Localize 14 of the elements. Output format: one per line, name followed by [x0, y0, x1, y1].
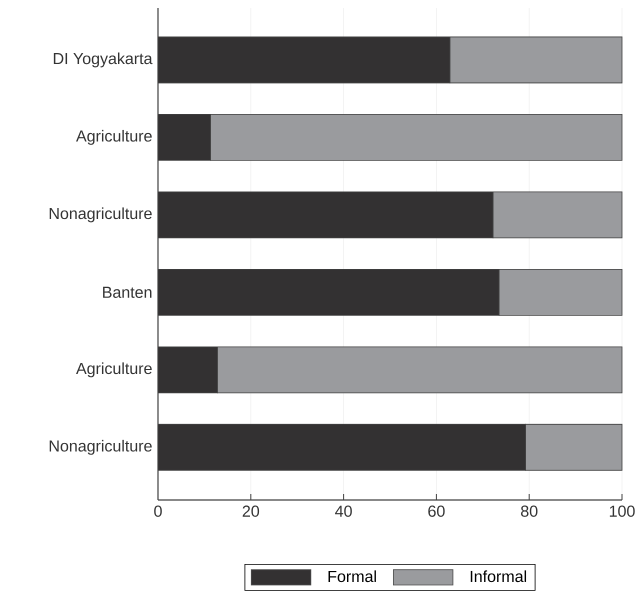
y-tick-label: Nonagriculture	[50, 207, 152, 222]
x-tick-label: 20	[242, 506, 260, 517]
y-tick-label: Agriculture	[76, 130, 152, 145]
y-tick-label: Agriculture	[76, 362, 152, 378]
y-tick-label: Banten	[103, 286, 152, 298]
x-tick-label: 100	[610, 506, 635, 517]
y-tick-label: Nonagriculture	[50, 440, 152, 455]
y-tick-label: DI Yogyakarta	[54, 52, 152, 68]
legend-label: Formal	[328, 570, 376, 582]
legend-label: Informal	[470, 570, 526, 582]
x-tick-label: 0	[154, 506, 162, 517]
x-tick-label: 80	[521, 506, 538, 517]
x-tick-label: 40	[335, 506, 352, 517]
x-tick-label: 60	[428, 506, 445, 517]
